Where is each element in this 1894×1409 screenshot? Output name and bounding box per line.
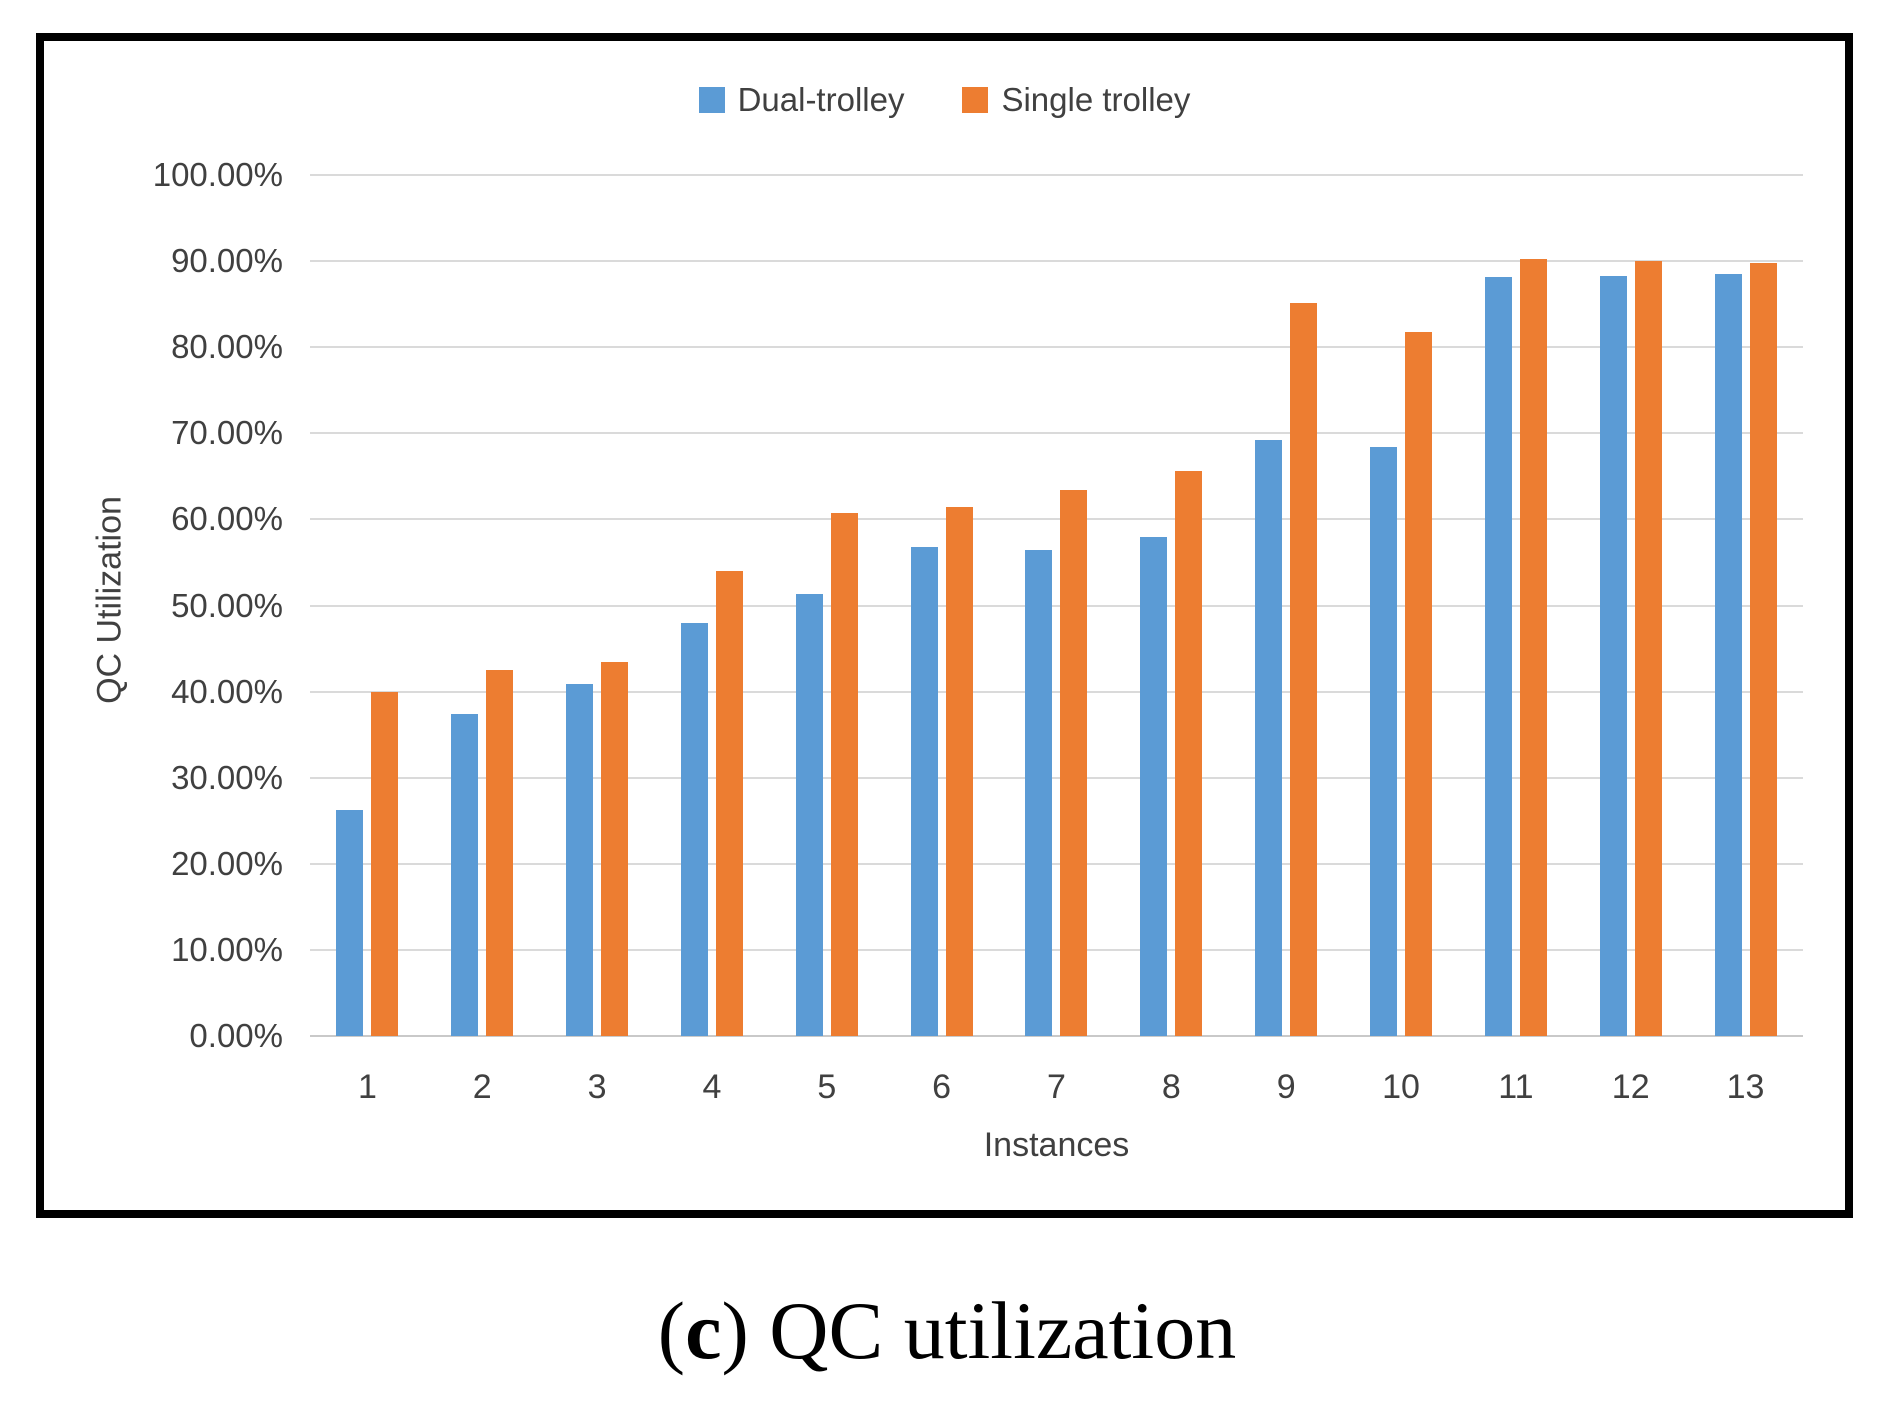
caption-letter: c bbox=[685, 1285, 722, 1376]
x-tick-label-13: 13 bbox=[1726, 1068, 1765, 1106]
bar-single-trolley-instance-11 bbox=[1519, 258, 1547, 1036]
bar-group-instance-5 bbox=[769, 175, 884, 1036]
legend-swatch-dual-trolley-icon bbox=[698, 86, 725, 113]
bar-dual-trolley-instance-1 bbox=[336, 809, 364, 1036]
y-tick-label-90.00pct: 90.00% bbox=[171, 242, 283, 280]
gridline-70 bbox=[310, 432, 1803, 435]
bar-single-trolley-instance-4 bbox=[715, 571, 743, 1036]
legend-swatch-single-trolley-icon bbox=[962, 86, 989, 113]
bar-single-trolley-instance-5 bbox=[830, 512, 858, 1036]
y-tick-label-20.00pct: 20.00% bbox=[171, 844, 283, 882]
bar-single-trolley-instance-1 bbox=[371, 691, 399, 1036]
bar-group-instance-6 bbox=[884, 175, 999, 1036]
gridline-40 bbox=[310, 690, 1803, 693]
bar-single-trolley-instance-13 bbox=[1749, 262, 1777, 1036]
bar-dual-trolley-instance-9 bbox=[1255, 440, 1283, 1036]
x-tick-label-4: 4 bbox=[702, 1068, 722, 1106]
bar-dual-trolley-instance-11 bbox=[1484, 277, 1512, 1036]
chart-figure: Dual-trolley Single trolley QC Utilizati… bbox=[36, 33, 1853, 1218]
x-tick-label-3: 3 bbox=[587, 1068, 607, 1106]
gridline-90 bbox=[310, 260, 1803, 263]
y-tick-label-50.00pct: 50.00% bbox=[171, 586, 283, 624]
y-tick-label-100.00pct: 100.00% bbox=[152, 156, 283, 193]
bar-dual-trolley-instance-8 bbox=[1140, 536, 1168, 1036]
x-tick-label-2: 2 bbox=[472, 1068, 492, 1106]
legend-label-single-trolley: Single trolley bbox=[1001, 81, 1191, 118]
bar-single-trolley-instance-7 bbox=[1060, 490, 1088, 1036]
y-tick-label-40.00pct: 40.00% bbox=[171, 672, 283, 710]
x-tick-label-7: 7 bbox=[1047, 1068, 1066, 1106]
bar-single-trolley-instance-9 bbox=[1290, 303, 1318, 1036]
x-tick-label-5: 5 bbox=[817, 1068, 837, 1106]
chart-legend: Dual-trolley Single trolley bbox=[44, 83, 1845, 116]
bar-dual-trolley-instance-2 bbox=[451, 714, 479, 1036]
bar-dual-trolley-instance-13 bbox=[1714, 274, 1742, 1036]
x-tick-label-11: 11 bbox=[1498, 1068, 1534, 1106]
gridline-0 bbox=[310, 1035, 1803, 1037]
bar-single-trolley-instance-2 bbox=[486, 670, 514, 1036]
gridline-50 bbox=[310, 604, 1803, 607]
bar-group-instance-7 bbox=[999, 175, 1114, 1036]
legend-item-dual-trolley: Dual-trolley bbox=[698, 81, 905, 118]
gridline-10 bbox=[310, 948, 1803, 951]
x-tick-label-8: 8 bbox=[1161, 1068, 1181, 1106]
bar-single-trolley-instance-3 bbox=[601, 662, 629, 1036]
gridline-20 bbox=[310, 862, 1803, 865]
bar-dual-trolley-instance-3 bbox=[566, 683, 594, 1036]
caption-open-paren: ( bbox=[657, 1285, 686, 1376]
bar-group-instance-1 bbox=[310, 175, 425, 1036]
caption-text: ) QC utilization bbox=[721, 1285, 1237, 1376]
legend-item-single-trolley: Single trolley bbox=[962, 83, 1190, 116]
bar-group-instance-13 bbox=[1688, 175, 1803, 1036]
gridline-100 bbox=[310, 174, 1803, 176]
bar-dual-trolley-instance-6 bbox=[910, 546, 938, 1036]
x-tick-label-10: 10 bbox=[1382, 1068, 1420, 1106]
bar-dual-trolley-instance-7 bbox=[1025, 550, 1053, 1036]
bar-group-instance-12 bbox=[1573, 175, 1688, 1036]
bar-dual-trolley-instance-12 bbox=[1599, 275, 1627, 1036]
bar-single-trolley-instance-8 bbox=[1175, 471, 1203, 1036]
bar-dual-trolley-instance-10 bbox=[1370, 447, 1398, 1036]
bar-group-instance-8 bbox=[1114, 175, 1229, 1036]
bar-single-trolley-instance-12 bbox=[1634, 261, 1662, 1036]
bar-single-trolley-instance-10 bbox=[1405, 331, 1433, 1036]
bars-layer bbox=[310, 175, 1803, 1036]
bar-group-instance-3 bbox=[540, 175, 655, 1036]
x-tick-label-6: 6 bbox=[932, 1068, 952, 1106]
bar-group-instance-2 bbox=[425, 175, 540, 1036]
y-tick-label-80.00pct: 80.00% bbox=[171, 328, 283, 366]
figure-caption: (c) QC utilization bbox=[0, 1284, 1894, 1378]
bar-dual-trolley-instance-4 bbox=[680, 622, 708, 1036]
x-tick-label-12: 12 bbox=[1611, 1068, 1650, 1106]
plot-area bbox=[310, 174, 1803, 1037]
bar-single-trolley-instance-6 bbox=[945, 506, 973, 1036]
bar-group-instance-9 bbox=[1229, 175, 1344, 1036]
bar-group-instance-11 bbox=[1458, 175, 1573, 1036]
gridline-60 bbox=[310, 518, 1803, 521]
x-tick-label-9: 9 bbox=[1276, 1068, 1296, 1106]
x-tick-label-1: 1 bbox=[357, 1068, 377, 1106]
bar-dual-trolley-instance-5 bbox=[795, 594, 823, 1036]
y-tick-label-70.00pct: 70.00% bbox=[171, 414, 283, 452]
bar-group-instance-10 bbox=[1344, 175, 1459, 1036]
y-tick-label-0.00pct: 0.00% bbox=[189, 1017, 283, 1054]
bar-group-instance-4 bbox=[655, 175, 770, 1036]
gridline-30 bbox=[310, 776, 1803, 779]
y-tick-label-30.00pct: 30.00% bbox=[171, 758, 283, 796]
y-tick-label-60.00pct: 60.00% bbox=[171, 500, 283, 538]
legend-label-dual-trolley: Dual-trolley bbox=[737, 81, 905, 118]
gridline-80 bbox=[310, 346, 1803, 349]
x-axis-title: Instances bbox=[983, 1126, 1130, 1164]
y-tick-label-10.00pct: 10.00% bbox=[171, 930, 283, 968]
